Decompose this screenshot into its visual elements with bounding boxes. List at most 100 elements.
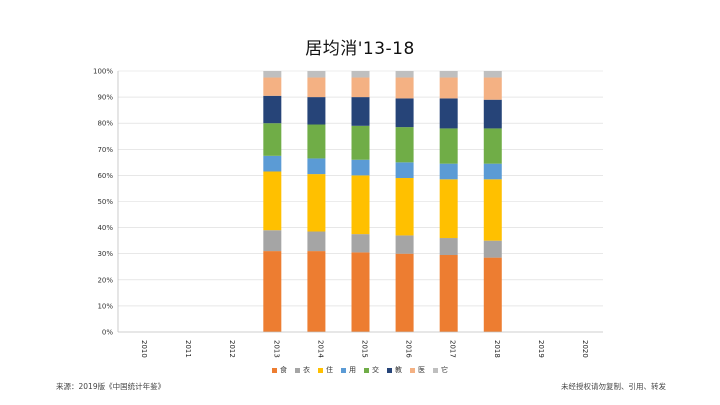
bar-segment [439, 128, 458, 164]
bar-segment [483, 179, 502, 241]
x-tick-label: 2019 [537, 340, 545, 358]
x-tick-label: 2017 [449, 340, 457, 358]
bar-segment [439, 98, 458, 129]
x-tick-label: 2014 [316, 340, 324, 358]
bar-segment [395, 162, 414, 179]
bar-segment [395, 178, 414, 236]
bar-segment [351, 159, 370, 176]
copyright-note: 未经授权请勿复制、引用、转发 [561, 382, 666, 391]
y-tick-label: 50% [97, 198, 113, 206]
legend-swatch [272, 367, 277, 373]
legend-item: 用 [341, 365, 356, 375]
legend-item: 医 [410, 365, 425, 375]
bar-segment [439, 255, 458, 332]
y-tick-label: 30% [97, 250, 113, 258]
bar-segment [483, 163, 502, 180]
bar-segment [439, 238, 458, 256]
bar-segment [307, 174, 326, 232]
bar-segment [439, 163, 458, 180]
bar-segment [307, 77, 326, 98]
y-tick-label: 100% [93, 68, 113, 76]
legend-swatch [295, 367, 300, 373]
bar-segment [263, 95, 282, 124]
bar-segment [351, 252, 370, 332]
x-tick-label: 2011 [184, 340, 192, 358]
legend-item: 它 [433, 365, 448, 375]
y-tick-label: 60% [97, 172, 113, 180]
legend-item: 交 [364, 365, 379, 375]
x-tick-label: 2018 [493, 340, 501, 358]
bar-segment [351, 97, 370, 126]
bar-segment [483, 77, 502, 100]
legend-swatch [318, 367, 323, 373]
y-tick-label: 70% [97, 146, 113, 154]
chart-title: 居均消'13-18 [305, 39, 415, 59]
bar-segment [395, 77, 414, 99]
bar-segment [395, 98, 414, 128]
y-tick-label: 10% [97, 302, 113, 310]
bar-segment [307, 158, 326, 175]
x-tick-label: 2020 [581, 340, 589, 358]
bar-segment [483, 257, 502, 332]
y-tick-label: 90% [97, 94, 113, 102]
legend-label: 教 [395, 366, 402, 374]
bar-segment [351, 234, 370, 253]
y-tick-label: 0% [102, 329, 113, 337]
bar-segment [483, 128, 502, 164]
y-tick-label: 20% [97, 276, 113, 284]
bar-segment [395, 71, 414, 78]
bar-segment [263, 71, 282, 78]
bar-segment [263, 171, 282, 231]
legend-item: 食 [272, 365, 287, 375]
legend-swatch [341, 367, 346, 373]
legend-label: 交 [372, 366, 379, 374]
legend-swatch [364, 367, 369, 373]
axes: 0% 10% 20% 30% 40% 50% 60% 70% 80% 90% 100% 2010 201… [93, 68, 603, 358]
bar-segment [307, 97, 326, 125]
legend-label: 它 [441, 366, 448, 374]
x-tick-label: 2016 [405, 340, 413, 358]
bar-segment [351, 77, 370, 98]
bar-segment [483, 99, 502, 129]
y-tick-label: 40% [97, 224, 113, 232]
bar-segment [307, 124, 326, 159]
x-tick-label: 2010 [140, 340, 148, 358]
bar-segment [351, 125, 370, 160]
bar-segment [307, 231, 326, 252]
legend-item: 住 [318, 365, 333, 375]
source-note: 来源：2019版《中国统计年鉴》 [56, 382, 166, 391]
legend-swatch [410, 367, 415, 373]
legend-label: 衣 [303, 366, 310, 374]
y-tick-label: 80% [97, 120, 113, 128]
legend-swatch [433, 367, 438, 373]
legend-label: 用 [349, 366, 356, 374]
bar-segment [439, 77, 458, 99]
bar-segment [395, 127, 414, 163]
legend-label: 住 [326, 366, 333, 374]
bar-segment [307, 251, 326, 332]
bar-segment [395, 235, 414, 254]
legend-item: 衣 [295, 365, 310, 375]
bar-segment [395, 253, 414, 332]
bar-segment [263, 77, 282, 96]
bar-segment [263, 123, 282, 156]
x-tick-label: 2013 [272, 340, 280, 358]
bar-segment [263, 155, 282, 172]
bar-segment [439, 71, 458, 78]
legend-label: 食 [280, 366, 287, 374]
x-tick-label: 2015 [361, 340, 369, 358]
bar-segment [483, 240, 502, 258]
x-tick-label: 2012 [228, 340, 236, 358]
bar-segment [263, 230, 282, 252]
bar-series [263, 71, 502, 332]
bar-segment [307, 71, 326, 78]
bar-segment [351, 71, 370, 78]
legend-item: 教 [387, 365, 402, 375]
legend-label: 医 [418, 366, 425, 374]
bar-segment [263, 251, 282, 332]
legend-swatch [387, 367, 392, 373]
bar-segment [483, 71, 502, 78]
bar-segment [351, 175, 370, 235]
legend: 食衣住用交教医它 [0, 365, 720, 375]
